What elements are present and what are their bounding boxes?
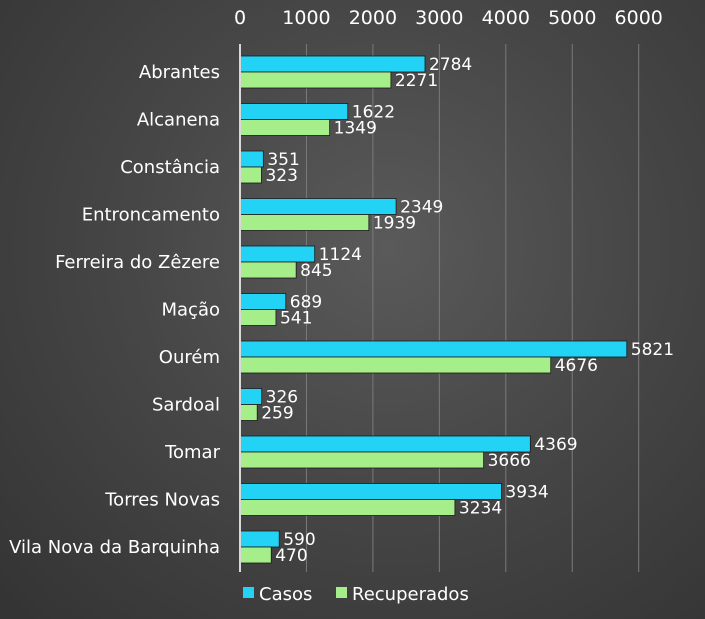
data-label-casos: 3934 xyxy=(505,483,548,503)
category-label: Ferreira do Zêzere xyxy=(55,252,220,273)
category-label: Vila Nova da Barquinha xyxy=(9,537,220,558)
category-label: Constância xyxy=(120,157,220,178)
data-label-recuperados: 3666 xyxy=(488,451,531,471)
bar-recuperados xyxy=(239,546,272,564)
bars xyxy=(239,55,628,564)
x-tick-label: 6000 xyxy=(615,7,663,29)
legend-label: Casos xyxy=(259,584,312,605)
data-label-casos: 2349 xyxy=(400,198,443,218)
x-tick-label: 3000 xyxy=(415,7,463,29)
bar-casos xyxy=(239,388,263,405)
bar-casos xyxy=(239,483,502,500)
bar-casos xyxy=(239,435,531,453)
x-tick-label: 5000 xyxy=(548,7,596,29)
bar-recuperados xyxy=(239,214,370,231)
data-label-recuperados: 2271 xyxy=(395,71,438,91)
bar-recuperados xyxy=(239,119,331,136)
bar-recuperados xyxy=(239,261,297,279)
bar-recuperados xyxy=(239,166,262,184)
bar-casos xyxy=(239,55,426,73)
data-label-recuperados: 323 xyxy=(265,166,297,186)
data-label-casos: 1124 xyxy=(319,245,362,265)
bar-casos xyxy=(239,198,397,215)
bar-recuperados xyxy=(239,71,392,89)
data-label-casos: 4369 xyxy=(534,435,577,455)
data-label-casos: 1622 xyxy=(352,103,395,123)
data-label-casos: 2784 xyxy=(429,55,472,75)
data-label-recuperados: 845 xyxy=(300,261,332,281)
data-label-casos: 689 xyxy=(290,293,322,313)
data-label-recuperados: 1939 xyxy=(373,214,416,234)
bar-casos xyxy=(239,530,280,548)
data-label-recuperados: 1349 xyxy=(334,119,377,139)
x-tick-label: 4000 xyxy=(482,7,530,29)
x-axis-ticks: 0 1000 2000 3000 4000 5000 6000 xyxy=(234,7,663,29)
bar-recuperados xyxy=(239,356,552,374)
data-label-recuperados: 4676 xyxy=(555,356,598,376)
bar-recuperados xyxy=(239,451,485,469)
legend: Casos Recuperados xyxy=(243,584,469,605)
data-label-recuperados: 541 xyxy=(280,309,312,329)
category-labels: Abrantes Alcanena Constância Entroncamento F… xyxy=(9,62,220,558)
bar-casos xyxy=(239,245,316,263)
data-label-casos: 351 xyxy=(267,150,299,170)
category-label: Sardoal xyxy=(152,395,220,416)
bar-casos xyxy=(239,293,287,310)
data-label-casos: 5821 xyxy=(631,340,674,360)
data-label-casos: 590 xyxy=(283,530,315,550)
category-label: Entroncamento xyxy=(82,205,220,226)
category-label: Alcanena xyxy=(137,110,220,131)
data-label-recuperados: 3234 xyxy=(459,499,502,519)
bar-recuperados xyxy=(239,404,258,421)
data-label-casos: 326 xyxy=(266,388,298,408)
data-label-recuperados: 259 xyxy=(261,404,293,424)
category-label: Abrantes xyxy=(139,62,220,83)
category-label: Torres Novas xyxy=(104,490,220,511)
data-label-recuperados: 470 xyxy=(275,546,307,566)
legend-swatch xyxy=(336,587,347,598)
category-label: Mação xyxy=(162,300,221,321)
bar-casos xyxy=(239,150,264,168)
bar-casos xyxy=(239,103,349,120)
legend-label: Recuperados xyxy=(352,584,469,605)
x-tick-label: 0 xyxy=(234,7,246,29)
x-tick-label: 1000 xyxy=(282,7,330,29)
bar-recuperados xyxy=(239,309,277,326)
bar-casos xyxy=(239,340,628,358)
legend-swatch xyxy=(243,587,254,598)
bar-recuperados xyxy=(239,499,456,516)
category-label: Ourém xyxy=(159,347,220,368)
category-label: Tomar xyxy=(164,442,221,463)
x-tick-label: 2000 xyxy=(349,7,397,29)
